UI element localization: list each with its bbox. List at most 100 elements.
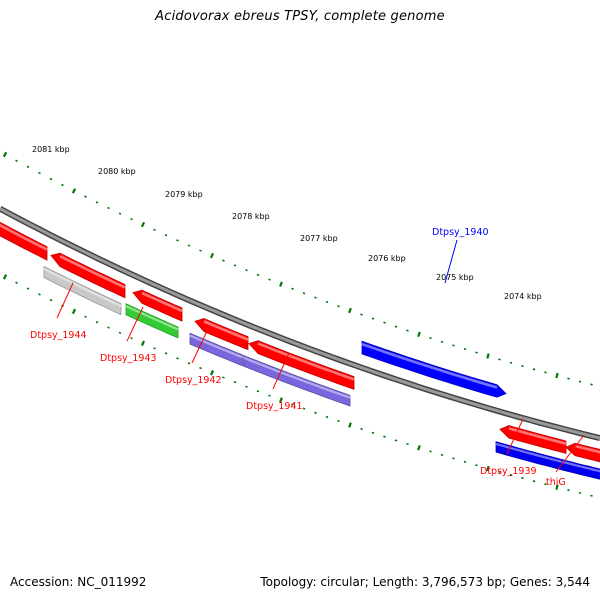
scale-tick xyxy=(314,296,317,299)
gene-dtpsy-1942-body[interactable] xyxy=(194,318,249,351)
scale-tick xyxy=(15,159,18,163)
gene-label-dtpsy-1940[interactable]: Dtpsy_1940 xyxy=(432,227,489,284)
scale-tick xyxy=(360,427,363,431)
gene-label-dtpsy-1943[interactable]: Dtpsy_1943 xyxy=(100,306,157,364)
scale-tick xyxy=(140,340,146,346)
leader-line xyxy=(272,352,290,390)
gene-name[interactable]: Dtpsy_1939 xyxy=(480,466,537,477)
scale-tick xyxy=(233,380,237,384)
scale-tick xyxy=(383,321,386,324)
labels-layer: 2081 kbp 2080 kbp 2079 kbp 2078 kbp 2077 kbp… xyxy=(30,145,585,488)
gene-label-dtpsy-1939[interactable]: Dtpsy_1939 xyxy=(480,418,537,477)
gene-label-dtpsy-1942[interactable]: Dtpsy_1942 xyxy=(165,328,222,386)
scale-label: 2077 kbp xyxy=(300,234,338,243)
scale-tick xyxy=(268,278,271,281)
scale-tick xyxy=(291,287,294,290)
gene-name[interactable]: Dtpsy_1941 xyxy=(246,401,303,412)
cog-block-dtpsy-1944[interactable] xyxy=(43,265,122,316)
scale-tick xyxy=(118,212,122,215)
gene-label-thig[interactable]: thiG xyxy=(546,434,585,488)
scale-tick xyxy=(256,390,260,393)
gene-thig[interactable] xyxy=(565,442,600,463)
gene-dtpsy-1943-body[interactable] xyxy=(132,289,183,322)
scale-tick xyxy=(49,298,53,302)
scale-dots-layer xyxy=(2,151,593,497)
scale-tick xyxy=(383,435,386,438)
gene-dtpsy-1944-highlight xyxy=(59,255,126,289)
cog-block-dtpsy-1939-highlight xyxy=(495,442,563,463)
scale-tick xyxy=(164,352,168,355)
scale-tick xyxy=(348,422,352,428)
scale-tick xyxy=(176,239,179,242)
leader-line xyxy=(56,282,74,319)
scale-tick xyxy=(15,281,18,285)
gene-dtpsy-1941-highlight xyxy=(257,342,355,381)
gene-dtpsy-1941[interactable] xyxy=(248,340,355,390)
scale-tick xyxy=(245,269,248,272)
scale-tick xyxy=(486,353,490,359)
scale-tick xyxy=(348,307,352,314)
scale-label: 2075 kbp xyxy=(436,273,474,282)
scale-tick xyxy=(107,206,110,210)
gene-thig-highlight xyxy=(574,444,600,454)
accession-text: Accession: NC_011992 xyxy=(10,575,147,589)
leader-line xyxy=(506,418,524,455)
cog-block-dtpsy-1942[interactable] xyxy=(189,332,244,367)
scale-tick xyxy=(38,293,41,296)
cog-block-dtpsy-1942-highlight xyxy=(189,334,244,359)
scale-tick xyxy=(268,394,271,397)
scale-tick xyxy=(371,431,375,435)
scale-tick xyxy=(153,228,156,232)
gene-dtpsy-1942-highlight xyxy=(203,320,249,341)
scale-label: 2079 kbp xyxy=(165,190,203,199)
gene-label-dtpsy-1944[interactable]: Dtpsy_1944 xyxy=(30,282,87,341)
gene-dtpsy-1939-highlight xyxy=(508,427,567,445)
scale-tick xyxy=(256,273,260,277)
scale-tick xyxy=(199,249,202,252)
scale-tick xyxy=(555,484,559,490)
gene-dtpsy-1945-fragment-highlight xyxy=(0,223,48,251)
scale-tick xyxy=(71,188,77,194)
gene-dtpsy-1940[interactable] xyxy=(361,340,507,398)
gene-dtpsy-1945-fragment-body[interactable] xyxy=(0,220,48,261)
cog-block-dtpsy-1941-highlight xyxy=(243,356,351,399)
gene-name[interactable]: thiG xyxy=(546,477,566,488)
scale-tick xyxy=(61,183,64,187)
scale-tick xyxy=(26,287,30,290)
gene-thig-body[interactable] xyxy=(565,442,600,463)
cog-block-dtpsy-1944-highlight xyxy=(43,267,122,308)
scale-tick xyxy=(371,317,375,320)
genome-backbone xyxy=(0,206,600,442)
gene-name[interactable]: Dtpsy_1942 xyxy=(165,375,222,386)
gene-dtpsy-1943[interactable] xyxy=(132,289,183,322)
genome-stats-text: Topology: circular; Length: 3,796,573 bp… xyxy=(260,575,590,589)
gene-dtpsy-1945-fragment[interactable] xyxy=(0,220,48,261)
gene-dtpsy-1942[interactable] xyxy=(194,318,249,351)
scale-tick xyxy=(406,329,409,332)
gene-dtpsy-1941-body[interactable] xyxy=(248,340,355,390)
cog-block-dtpsy-1943-highlight xyxy=(125,305,179,331)
cog-block-dtpsy-1941[interactable] xyxy=(243,355,351,407)
scale-tick xyxy=(2,151,8,158)
gene-dtpsy-1944-body[interactable] xyxy=(50,252,126,299)
scale-label: 2080 kbp xyxy=(98,167,136,176)
scale-tick xyxy=(49,177,53,181)
gene-dtpsy-1944[interactable] xyxy=(50,252,126,299)
scale-tick xyxy=(360,313,363,316)
gene-name[interactable]: Dtpsy_1943 xyxy=(100,353,157,364)
scale-tick xyxy=(337,305,340,308)
cog-block-dtpsy-1943[interactable] xyxy=(125,303,179,339)
scale-tick xyxy=(337,419,340,423)
scale-tick xyxy=(417,445,421,451)
scale-tick xyxy=(130,336,133,340)
cog-block-thig[interactable] xyxy=(561,458,600,481)
scale-label: 2078 kbp xyxy=(232,212,270,221)
gene-name[interactable]: Dtpsy_1944 xyxy=(30,330,87,341)
scale-tick xyxy=(222,376,225,379)
scale-tick xyxy=(279,281,283,287)
gene-label-dtpsy-1941[interactable]: Dtpsy_1941 xyxy=(246,352,303,412)
gene-name[interactable]: Dtpsy_1940 xyxy=(432,227,489,238)
gene-dtpsy-1940-highlight xyxy=(361,342,498,389)
scale-tick xyxy=(555,372,559,379)
